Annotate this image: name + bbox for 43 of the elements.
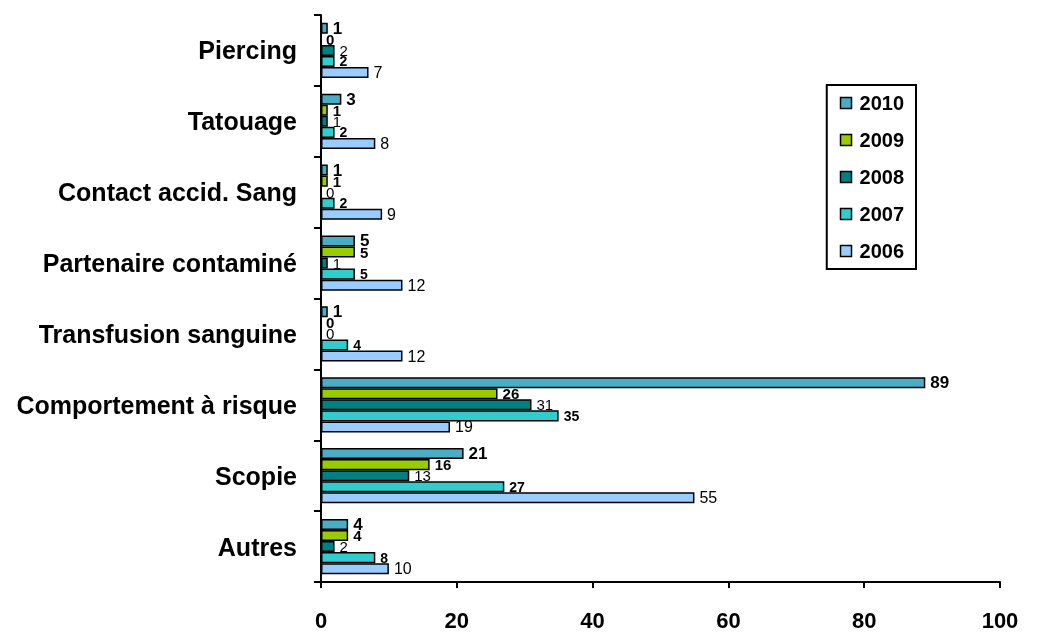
x-tick-label: 100 bbox=[981, 607, 1019, 633]
legend-label: 2008 bbox=[859, 166, 905, 188]
x-tick-label: 40 bbox=[580, 607, 605, 633]
y-tick-label: Scopie bbox=[215, 461, 298, 490]
legend-label: 2009 bbox=[859, 129, 905, 151]
data-label: 13 bbox=[414, 467, 431, 485]
legend-label: 2010 bbox=[859, 92, 905, 114]
y-tick-label: Tatouage bbox=[187, 107, 298, 136]
data-label: 55 bbox=[699, 489, 718, 507]
legend-label: 2006 bbox=[859, 240, 905, 262]
data-label: 4 bbox=[353, 336, 362, 353]
data-label: 89 bbox=[930, 373, 950, 393]
data-label: 2 bbox=[339, 538, 348, 556]
data-label: 10 bbox=[393, 560, 412, 578]
data-label: 5 bbox=[359, 266, 368, 283]
x-tick-label: 60 bbox=[716, 607, 741, 633]
y-tick-label: Piercing bbox=[198, 36, 297, 65]
data-label: 0 bbox=[326, 30, 335, 48]
data-label: 35 bbox=[563, 407, 580, 424]
data-label: 16 bbox=[434, 456, 452, 474]
data-label: 8 bbox=[380, 549, 389, 566]
x-tick-label: 0 bbox=[314, 607, 328, 633]
data-label: 12 bbox=[407, 276, 426, 294]
data-label: 2 bbox=[339, 124, 348, 141]
data-label: 7 bbox=[373, 64, 383, 82]
legend-label: 2007 bbox=[859, 203, 905, 225]
data-label: 12 bbox=[407, 347, 426, 365]
data-label: 21 bbox=[468, 444, 488, 464]
y-tick-label: Comportement à risque bbox=[16, 390, 298, 419]
data-label: 2 bbox=[339, 195, 348, 212]
y-tick-label: Autres bbox=[217, 532, 297, 561]
x-tick-label: 20 bbox=[444, 607, 470, 633]
data-label: 3 bbox=[346, 89, 356, 109]
data-label: 9 bbox=[387, 205, 397, 223]
data-label: 27 bbox=[509, 478, 526, 495]
x-tick-label: 80 bbox=[851, 607, 877, 633]
data-label: 1 bbox=[332, 254, 342, 272]
y-tick-label: Transfusion sanguine bbox=[38, 319, 298, 348]
data-label: 26 bbox=[502, 385, 520, 403]
data-label: 8 bbox=[380, 134, 390, 152]
data-label: 31 bbox=[536, 396, 554, 414]
y-tick-label: Partenaire contaminé bbox=[42, 249, 298, 278]
y-tick-label: Contact accid. Sang bbox=[58, 178, 297, 207]
